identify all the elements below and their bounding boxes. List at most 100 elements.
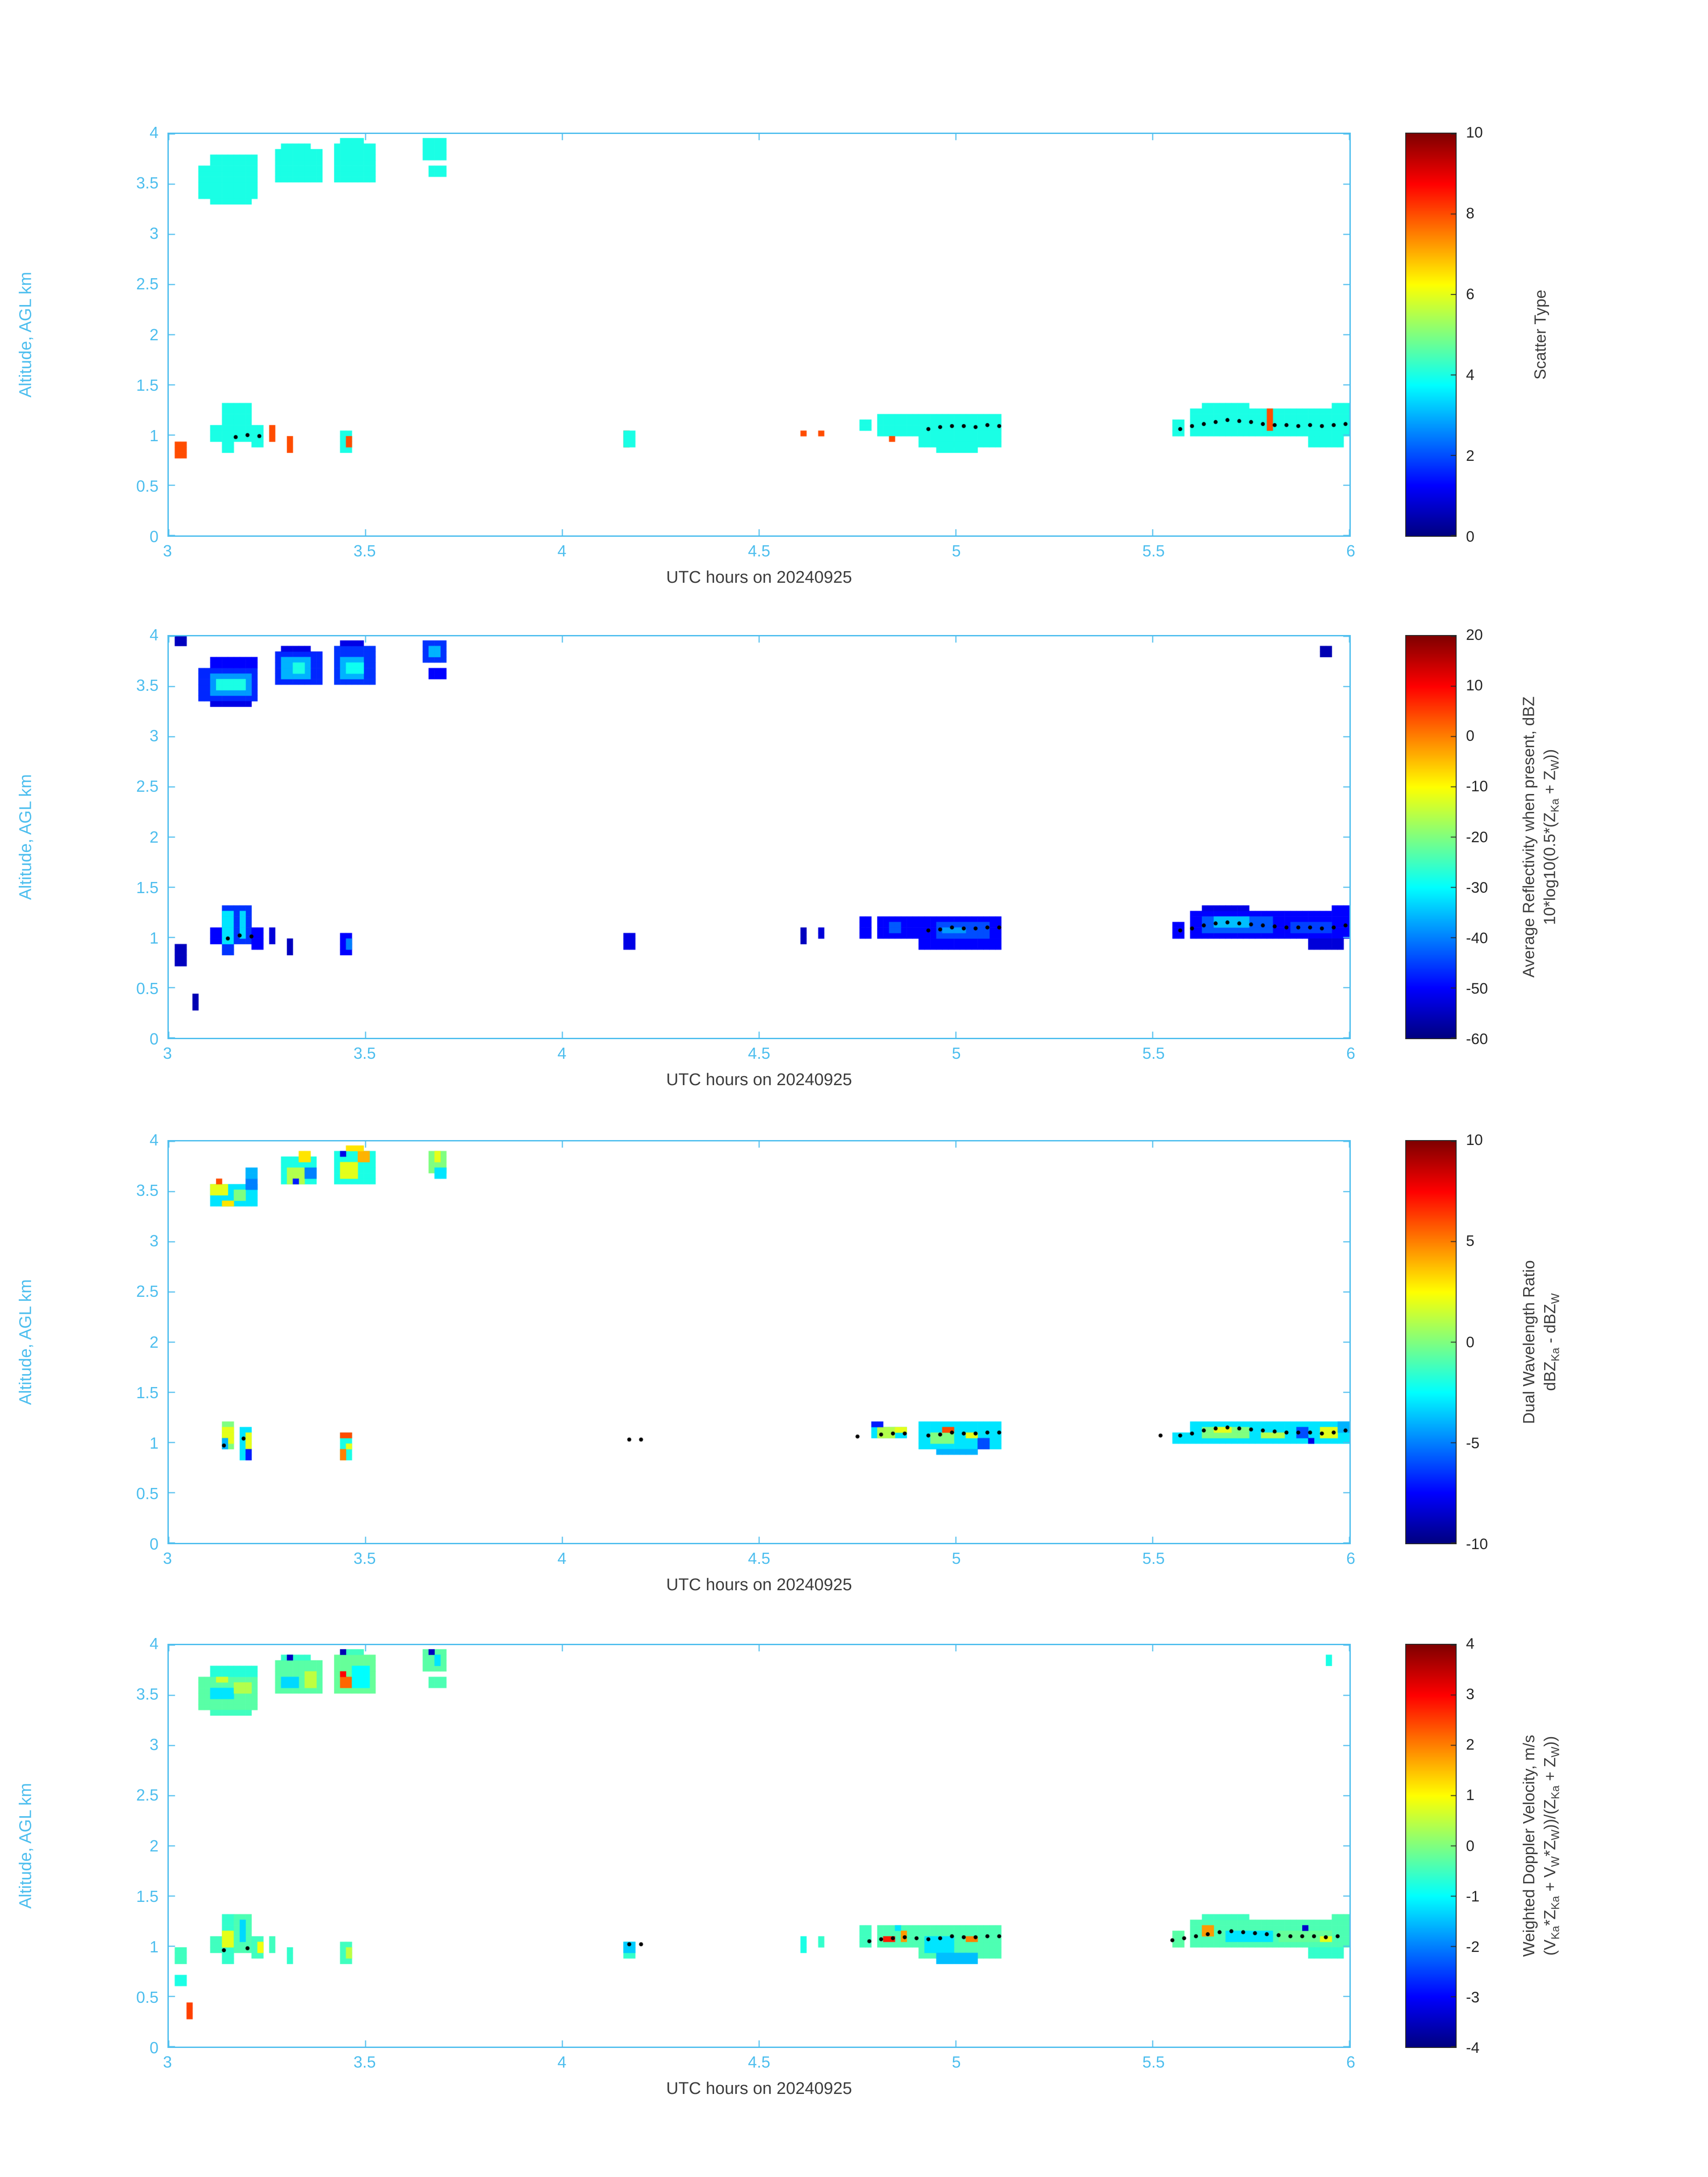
y-tick-label: 3 xyxy=(149,1735,159,1754)
y-tick-label: 3.5 xyxy=(136,174,159,192)
plot-area xyxy=(167,635,1351,1039)
plot-area xyxy=(167,1644,1351,2048)
y-tick-label: 2.5 xyxy=(136,777,159,796)
y-tick-label: 3 xyxy=(149,224,159,243)
x-tick-label: 6 xyxy=(1346,2053,1356,2071)
colorbar-tick-label: 4 xyxy=(1466,367,1474,384)
y-tick-label: 0 xyxy=(149,1535,159,1553)
x-tick-label: 4 xyxy=(557,542,567,560)
y-tick-labels: 0 0.5 1 1.5 2 2.5 3 3.5 4 xyxy=(107,124,159,546)
x-tick-label: 3 xyxy=(163,1044,172,1062)
x-tick-label: 3 xyxy=(163,542,172,560)
y-tick-label: 3 xyxy=(149,727,159,745)
colorbar-tick-label: 10 xyxy=(1466,677,1483,694)
colorbar xyxy=(1405,635,1457,1039)
colorbar-tick-label: 2 xyxy=(1466,447,1474,464)
x-tick-label: 4.5 xyxy=(748,2053,771,2071)
colorbar-canvas xyxy=(1406,636,1456,1038)
colorbar-tick-label: 2 xyxy=(1466,1736,1474,1754)
colorbar-tick-label: 20 xyxy=(1466,627,1483,643)
y-tick-label: 4 xyxy=(149,626,159,644)
y-tick-label: 2 xyxy=(149,827,159,846)
plot-area xyxy=(167,1140,1351,1544)
colorbar xyxy=(1405,1644,1457,2048)
x-tick-labels: 3 3.5 4 4.5 5 5.5 6 xyxy=(163,2052,1355,2074)
heatmap-canvas xyxy=(169,636,1349,1038)
y-axis-label: Altitude, AGL km xyxy=(16,1783,35,1909)
y-tick-label: 1 xyxy=(149,928,159,947)
y-tick-label: 0 xyxy=(149,527,159,546)
colorbar-tick-label: -40 xyxy=(1466,929,1488,947)
colorbar-tick-label: -20 xyxy=(1466,828,1488,846)
y-tick-labels: 0 0.5 1 1.5 2 2.5 3 3.5 4 xyxy=(107,626,159,1048)
colorbar-tick-label: -1 xyxy=(1466,1888,1480,1905)
x-tick-label: 5 xyxy=(952,1549,961,1567)
x-tick-label: 4.5 xyxy=(748,542,771,560)
y-tick-label: 1 xyxy=(149,1433,159,1452)
colorbar-tick-labels: -10 -5 0 5 10 xyxy=(1466,1132,1542,1553)
colorbar-canvas xyxy=(1406,1645,1456,2047)
colorbar-tick-label: -30 xyxy=(1466,879,1488,896)
y-tick-label: 0.5 xyxy=(136,1484,159,1503)
colorbar-tick-label: 0 xyxy=(1466,727,1474,745)
heatmap-canvas xyxy=(169,1141,1349,1543)
y-axis-label: Altitude, AGL km xyxy=(16,774,35,900)
x-tick-label: 3 xyxy=(163,1549,172,1567)
y-tick-label: 1.5 xyxy=(136,376,159,394)
plot-area xyxy=(167,133,1351,537)
colorbar-tick-label: 0 xyxy=(1466,1333,1474,1351)
y-tick-label: 1.5 xyxy=(136,1383,159,1402)
y-axis-label-wrap: Altitude, AGL km xyxy=(8,133,44,537)
x-tick-label: 4.5 xyxy=(748,1549,771,1567)
y-tick-label: 3 xyxy=(149,1232,159,1250)
y-tick-labels: 0 0.5 1 1.5 2 2.5 3 3.5 4 xyxy=(107,1131,159,1553)
y-tick-label: 0.5 xyxy=(136,476,159,495)
colorbar-tick-label: 3 xyxy=(1466,1686,1474,1703)
colorbar-tick-label: -5 xyxy=(1466,1434,1480,1452)
y-tick-label: 2.5 xyxy=(136,1282,159,1301)
y-tick-label: 1 xyxy=(149,1937,159,1956)
y-tick-label: 1.5 xyxy=(136,1887,159,1905)
colorbar-label-text: Weighted Doppler Velocity, m/s (VKa*ZKa +… xyxy=(1519,1735,1562,1957)
colorbar-label: Dual Wavelength Ratio dBZKa - dBZW xyxy=(1500,1140,1581,1544)
colorbar-tick-label: -2 xyxy=(1466,1938,1480,1956)
x-axis-label: UTC hours on 20240925 xyxy=(666,1070,852,1089)
y-tick-label: 3.5 xyxy=(136,1181,159,1200)
x-tick-label: 5 xyxy=(952,2053,961,2071)
y-tick-label: 3.5 xyxy=(136,1685,159,1704)
colorbar-tick-label: -60 xyxy=(1466,1031,1488,1048)
x-tick-label: 4 xyxy=(557,1044,567,1062)
colorbar-tick-labels: -4 -3 -2 -1 0 1 2 3 4 xyxy=(1466,1635,1542,2056)
panel-weighted-doppler-velocity: Altitude, AGL km 0 0.5 1 1.5 2 2.5 3 3.5 4 3 3.5 4… xyxy=(0,1635,1708,2157)
y-tick-label: 2 xyxy=(149,325,159,344)
y-tick-label: 1 xyxy=(149,426,159,445)
x-tick-label: 6 xyxy=(1346,1549,1356,1567)
y-tick-labels: 0 0.5 1 1.5 2 2.5 3 3.5 4 xyxy=(107,1635,159,2057)
x-tick-labels: 3 3.5 4 4.5 5 5.5 6 xyxy=(163,541,1355,563)
colorbar-tick-labels: 0 2 4 6 8 10 xyxy=(1466,124,1542,545)
colorbar-label-text: Scatter Type xyxy=(1531,289,1549,380)
colorbar-tick-label: 5 xyxy=(1466,1233,1474,1250)
x-tick-label: 3.5 xyxy=(353,542,376,560)
colorbar-tick-label: 6 xyxy=(1466,286,1474,303)
x-tick-label: 6 xyxy=(1346,1044,1356,1062)
x-tick-label: 3.5 xyxy=(353,2053,376,2071)
colorbar-tick-label: 4 xyxy=(1466,1635,1474,1652)
x-axis-label: UTC hours on 20240925 xyxy=(666,1575,852,1594)
colorbar-tick-label: 10 xyxy=(1466,124,1483,141)
y-tick-label: 0.5 xyxy=(136,979,159,998)
colorbar-label-text: Dual Wavelength Ratio dBZKa - dBZW xyxy=(1519,1260,1562,1424)
x-axis-label: UTC hours on 20240925 xyxy=(666,2079,852,2098)
colorbar-tick-label: 0 xyxy=(1466,528,1474,545)
y-tick-label: 2.5 xyxy=(136,275,159,293)
colorbar-tick-label: -3 xyxy=(1466,1989,1480,2006)
y-tick-label: 3.5 xyxy=(136,676,159,695)
x-tick-label: 3.5 xyxy=(353,1549,376,1567)
x-tick-label: 6 xyxy=(1346,542,1356,560)
y-axis-label-wrap: Altitude, AGL km xyxy=(8,635,44,1039)
y-axis-label: Altitude, AGL km xyxy=(16,272,35,398)
y-tick-label: 2 xyxy=(149,1836,159,1855)
heatmap-canvas xyxy=(169,134,1349,535)
colorbar-tick-label: 0 xyxy=(1466,1837,1474,1855)
colorbar-tick-label: -50 xyxy=(1466,980,1488,997)
